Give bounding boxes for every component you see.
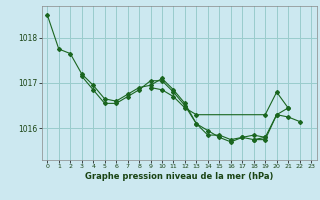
- X-axis label: Graphe pression niveau de la mer (hPa): Graphe pression niveau de la mer (hPa): [85, 172, 273, 181]
